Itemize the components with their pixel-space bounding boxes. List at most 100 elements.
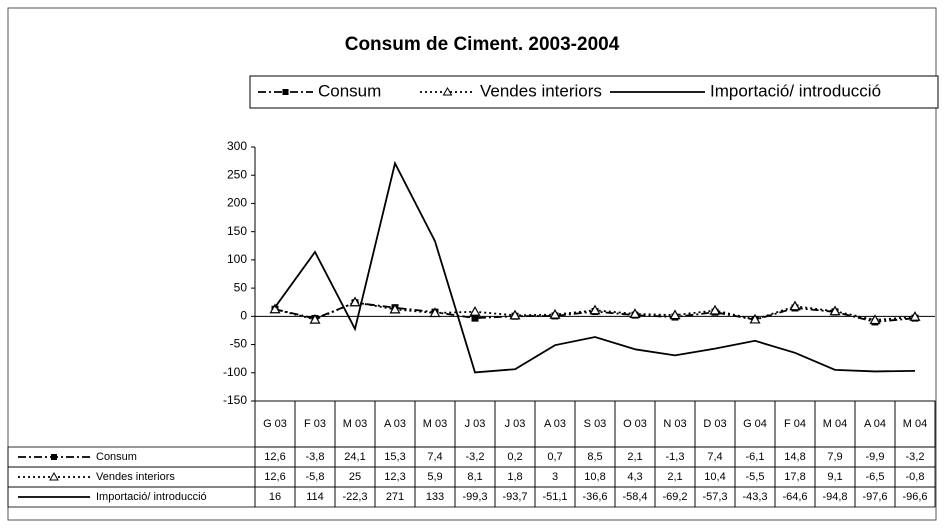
data-label: -99,3 <box>462 491 487 503</box>
data-label: 24,1 <box>344 451 365 463</box>
data-label: 2,1 <box>627 451 642 463</box>
point <box>269 303 281 314</box>
row-label: Vendes interiors <box>96 471 175 483</box>
point <box>749 313 761 324</box>
point <box>389 303 401 314</box>
point <box>589 304 601 315</box>
legend-label: Consum <box>318 81 381 100</box>
x-tick-label: N 03 <box>663 418 686 430</box>
data-label: 7,4 <box>707 451 722 463</box>
y-tick-label: 250 <box>227 167 247 181</box>
data-label: -5,5 <box>746 471 765 483</box>
x-tick-label: F 03 <box>304 418 326 430</box>
data-label: -93,7 <box>502 491 527 503</box>
data-label: 8,1 <box>467 471 482 483</box>
series-line <box>274 160 916 374</box>
x-tick-label: J 03 <box>505 418 526 430</box>
data-label: 7,9 <box>827 451 842 463</box>
data-label: 17,8 <box>784 471 805 483</box>
data-label: 10,4 <box>704 471 725 483</box>
legend-line-marker <box>282 89 289 95</box>
y-tick-label: 100 <box>227 252 247 266</box>
y-tick-label: -150 <box>223 393 247 407</box>
data-label: 14,8 <box>784 451 805 463</box>
chart-title: Consum de Ciment. 2003-2004 <box>345 34 620 55</box>
data-label: -94,8 <box>822 491 847 503</box>
data-label: -6,5 <box>866 471 885 483</box>
data-label: -64,6 <box>782 491 807 503</box>
data-label: -96,6 <box>902 491 927 503</box>
x-tick-label: G 04 <box>743 418 767 430</box>
x-tick-label: M 03 <box>343 418 367 430</box>
table-cell <box>894 486 936 508</box>
y-tick-label: 0 <box>240 309 247 323</box>
y-tick-label: 150 <box>227 224 247 238</box>
row-legend-line-marker <box>51 454 57 460</box>
point <box>469 306 481 316</box>
data-label: 2,1 <box>667 471 682 483</box>
y-tick-label: 300 <box>227 139 247 153</box>
point <box>789 300 801 311</box>
x-tick-label: A 04 <box>864 418 886 430</box>
data-label: 8,5 <box>587 451 602 463</box>
data-label: -36,6 <box>582 491 607 503</box>
data-label: 7,4 <box>427 451 442 463</box>
x-tick-label: A 03 <box>384 418 406 430</box>
legend-label: Vendes interiors <box>480 81 602 100</box>
data-label: -3,8 <box>306 451 325 463</box>
row-legend-line-marker <box>49 471 59 481</box>
data-label: 133 <box>426 491 444 503</box>
point <box>549 308 561 319</box>
x-tick-label: A 03 <box>544 418 566 430</box>
y-tick-label: 50 <box>234 280 248 294</box>
row-label: Consum <box>96 451 137 463</box>
point <box>709 304 721 315</box>
data-label: 25 <box>349 471 361 483</box>
data-label: 15,3 <box>384 451 405 463</box>
point <box>429 307 441 318</box>
x-tick-label: D 03 <box>703 418 726 430</box>
data-label: 9,1 <box>827 471 842 483</box>
data-label: 3 <box>552 471 558 483</box>
data-label: -43,3 <box>742 491 767 503</box>
data-label: 10,8 <box>584 471 605 483</box>
point <box>629 308 641 319</box>
data-label: -0,8 <box>906 471 925 483</box>
x-tick-label: M 04 <box>823 418 847 430</box>
data-label: -58,4 <box>622 491 647 503</box>
data-label: 16 <box>269 491 281 503</box>
point <box>669 309 681 320</box>
data-label: 0,2 <box>507 451 522 463</box>
x-tick-label: O 03 <box>623 418 647 430</box>
data-label: -97,6 <box>862 491 887 503</box>
x-tick-label: F 04 <box>784 418 806 430</box>
point <box>869 314 881 325</box>
data-label: -1,3 <box>666 451 685 463</box>
point <box>909 311 921 321</box>
point <box>471 314 479 322</box>
data-label: 1,8 <box>507 471 522 483</box>
data-label: -57,3 <box>702 491 727 503</box>
data-label: -51,1 <box>542 491 567 503</box>
point <box>509 309 521 320</box>
point <box>309 313 321 324</box>
legend-box <box>249 75 939 109</box>
point <box>829 305 841 316</box>
x-tick-label: G 03 <box>263 418 287 430</box>
data-label: -22,3 <box>342 491 367 503</box>
y-tick-label: 200 <box>227 196 247 210</box>
legend-line-marker <box>442 86 453 96</box>
data-label: 12,6 <box>264 471 285 483</box>
data-label: 271 <box>386 491 404 503</box>
data-label: 114 <box>306 491 324 503</box>
point <box>349 296 361 307</box>
x-tick-label: M 04 <box>903 418 927 430</box>
data-label: 4,3 <box>627 471 642 483</box>
x-tick-label: M 03 <box>423 418 447 430</box>
data-label: -6,1 <box>746 451 765 463</box>
data-label: -3,2 <box>906 451 925 463</box>
y-tick-label: -50 <box>230 337 248 351</box>
data-label: -5,8 <box>306 471 325 483</box>
data-label: 12,6 <box>264 451 285 463</box>
